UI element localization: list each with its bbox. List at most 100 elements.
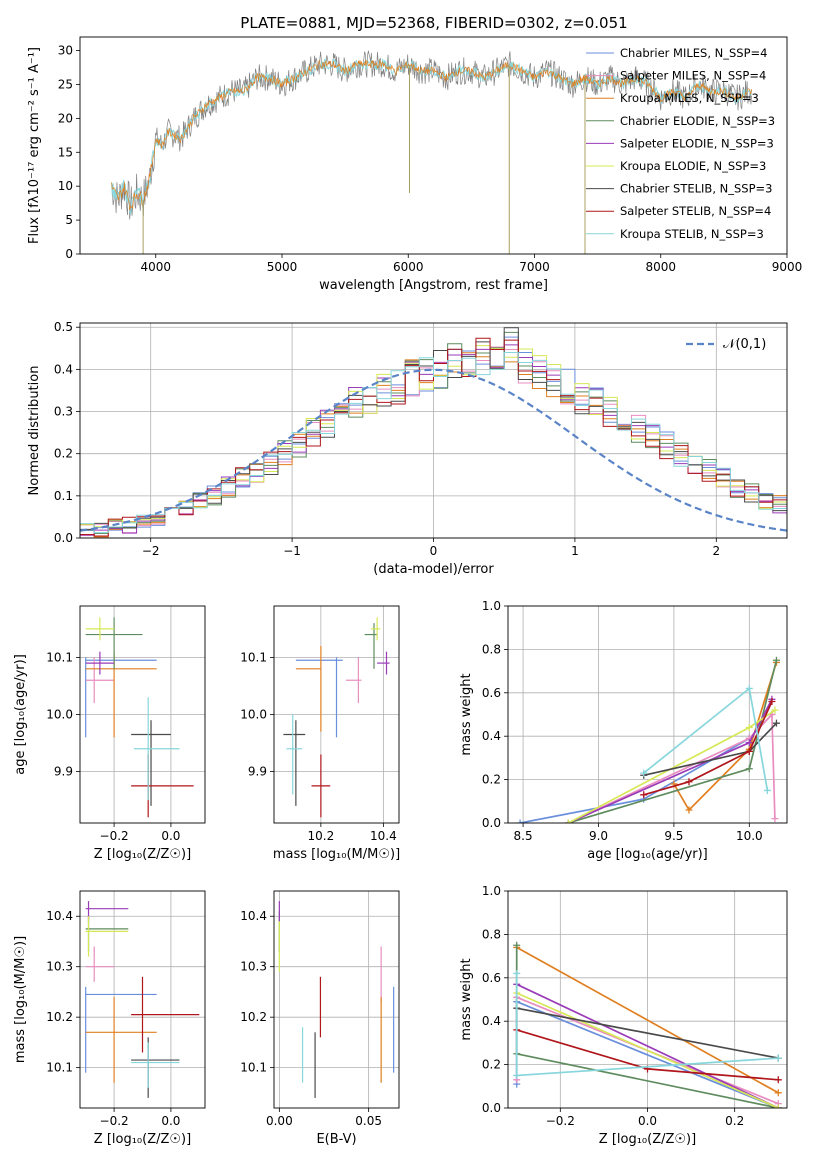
legend-entry: Kroupa STELIB, N_SSP=3 xyxy=(620,227,764,241)
weight-series-6 xyxy=(516,1007,779,1059)
y-tick-label: 9.9 xyxy=(248,765,267,779)
weight-marker xyxy=(774,1104,782,1108)
y-tick-label: 10.2 xyxy=(46,1010,73,1024)
y-tick-label: 0.8 xyxy=(482,642,501,656)
weight-marker xyxy=(772,656,780,664)
x-tick-label: 8000 xyxy=(645,260,676,274)
x-tick-label: 9.0 xyxy=(589,829,608,843)
x-axis-label: (data-model)/error xyxy=(373,562,494,577)
histogram-series-6 xyxy=(80,327,787,538)
y-tick-label: 0 xyxy=(65,247,73,261)
weight-marker xyxy=(768,697,776,705)
weight-marker xyxy=(513,1071,521,1079)
weight-marker xyxy=(745,747,753,755)
panel-age_vs_Z: −0.2 0.0 9.9 10.0 10.1 Z [log₁₀(Z/Z☉)] age [lo… xyxy=(13,605,206,862)
legend-entry: Salpeter ELODIE, N_SSP=3 xyxy=(620,136,774,150)
legend-entry: Salpeter STELIB, N_SSP=4 xyxy=(620,204,771,218)
y-axis-label: mass weight xyxy=(459,958,474,1040)
spectrum-line-1 xyxy=(111,57,753,215)
weight-marker xyxy=(771,815,779,823)
x-tick-label: 0.0 xyxy=(161,829,180,843)
x-tick-label: −0.2 xyxy=(546,1114,575,1128)
y-tick-label: 10.2 xyxy=(240,1010,267,1024)
panel-mass_vs_Z: −0.2 0.0 10.1 10.2 10.3 10.4 Z [log₁₀(Z/Z☉)] ma… xyxy=(13,890,206,1147)
legend-entry: Chabrier STELIB, N_SSP=3 xyxy=(620,182,772,196)
y-tick-label: 10.3 xyxy=(240,960,267,974)
y-tick-label: 0.4 xyxy=(482,729,501,743)
y-tick-label: 0.2 xyxy=(482,773,501,787)
y-tick-label: 0.2 xyxy=(54,447,73,461)
weight-marker xyxy=(516,819,524,823)
y-tick-label: 9.9 xyxy=(54,765,73,779)
weight-marker xyxy=(685,778,693,786)
x-tick-label: 0.05 xyxy=(355,1114,382,1128)
y-tick-label: 0.0 xyxy=(482,1101,501,1115)
y-tick-label: 0.5 xyxy=(54,320,73,334)
x-tick-label: 9000 xyxy=(772,260,803,274)
weight-marker xyxy=(685,806,693,814)
y-tick-label: 10.4 xyxy=(46,909,73,923)
y-tick-label: 0.2 xyxy=(482,1058,501,1072)
weight-marker xyxy=(745,724,753,732)
y-tick-label: 10.0 xyxy=(46,708,73,722)
legend-entry: 𝒩(0,1) xyxy=(723,337,766,352)
x-axis-label: mass [log₁₀(M/M☉)] xyxy=(273,847,400,862)
plot-area-age_vs_Z xyxy=(85,617,194,818)
x-axis-label: Z [log₁₀(Z/Z☉)] xyxy=(599,1132,696,1147)
histogram-series-1 xyxy=(80,346,787,538)
weight-series-2 xyxy=(673,662,778,812)
y-tick-label: 1.0 xyxy=(482,599,501,613)
weight-marker xyxy=(774,1054,782,1062)
plot-area-age_vs_mass xyxy=(283,617,390,818)
y-axis-label: Flux [fλ10⁻¹⁷ erg cm⁻² s⁻¹ A⁻¹] xyxy=(27,47,42,244)
x-tick-label: 4000 xyxy=(140,260,171,274)
y-tick-label: 10.1 xyxy=(46,650,73,664)
chart-title: PLATE=0881, MJD=52368, FIBERID=0302, z=0… xyxy=(240,14,627,32)
y-tick-label: 10.1 xyxy=(240,650,267,664)
weight-marker xyxy=(513,941,521,949)
y-tick-label: 0.4 xyxy=(482,1014,501,1028)
weight-marker xyxy=(745,765,753,773)
plot-area-mass_vs_Z xyxy=(85,901,200,1098)
weight-marker xyxy=(772,719,780,727)
y-tick-label: 10.0 xyxy=(240,708,267,722)
weight-marker xyxy=(771,706,779,714)
weight-marker xyxy=(774,1089,782,1097)
legend-entry: Salpeter MILES, N_SSP=4 xyxy=(620,69,766,83)
x-tick-label: 0.2 xyxy=(725,1114,744,1128)
legend: Chabrier MILES, N_SSP=4 Salpeter MILES, N… xyxy=(586,46,775,241)
x-tick-label: 10.0 xyxy=(736,829,763,843)
y-axis-label: age [log₁₀(age/yr)] xyxy=(13,654,28,775)
y-tick-label: 25 xyxy=(58,77,73,91)
y-tick-label: 0.8 xyxy=(482,927,501,941)
axes-frame xyxy=(79,890,206,1109)
axes-frame xyxy=(79,605,206,824)
x-tick-label: −2 xyxy=(142,544,160,558)
x-tick-label: 0.00 xyxy=(266,1114,293,1128)
weight-marker xyxy=(564,819,572,823)
legend-entry: Chabrier ELODIE, N_SSP=3 xyxy=(620,114,775,128)
y-tick-label: 5 xyxy=(65,213,73,227)
x-axis-label: Z [log₁₀(Z/Z☉)] xyxy=(94,847,191,862)
weight-marker xyxy=(745,739,753,747)
x-axis-label: age [log₁₀(age/yr)] xyxy=(587,847,708,862)
panel-residuals: −2 −1 0 1 2 0.0 0.1 0.2 0.3 0.4 0.5 (data-model)/er… xyxy=(27,320,788,577)
x-axis-label: Z [log₁₀(Z/Z☉)] xyxy=(94,1132,191,1147)
plot-area-weight_vs_Z xyxy=(513,941,782,1108)
y-tick-label: 1.0 xyxy=(482,884,501,898)
x-tick-label: 0 xyxy=(430,544,438,558)
axes-frame xyxy=(507,605,788,824)
weight-marker xyxy=(763,786,771,794)
weight-marker xyxy=(774,1076,782,1084)
plot-area-residuals xyxy=(80,327,787,538)
x-tick-label: −1 xyxy=(283,544,301,558)
x-tick-label: −0.2 xyxy=(100,1114,129,1128)
x-tick-label: 9.5 xyxy=(664,829,683,843)
x-tick-label: 10.2 xyxy=(308,829,335,843)
y-tick-label: 0.1 xyxy=(54,489,73,503)
y-axis-label: Normed distribution xyxy=(27,366,42,496)
panel-age_vs_mass: 10.2 10.4 9.9 10.0 10.1 mass [log₁₀(M/M☉)] xyxy=(240,605,400,862)
x-tick-label: 2 xyxy=(712,544,720,558)
x-axis-label: wavelength [Angstrom, rest frame] xyxy=(319,278,548,293)
